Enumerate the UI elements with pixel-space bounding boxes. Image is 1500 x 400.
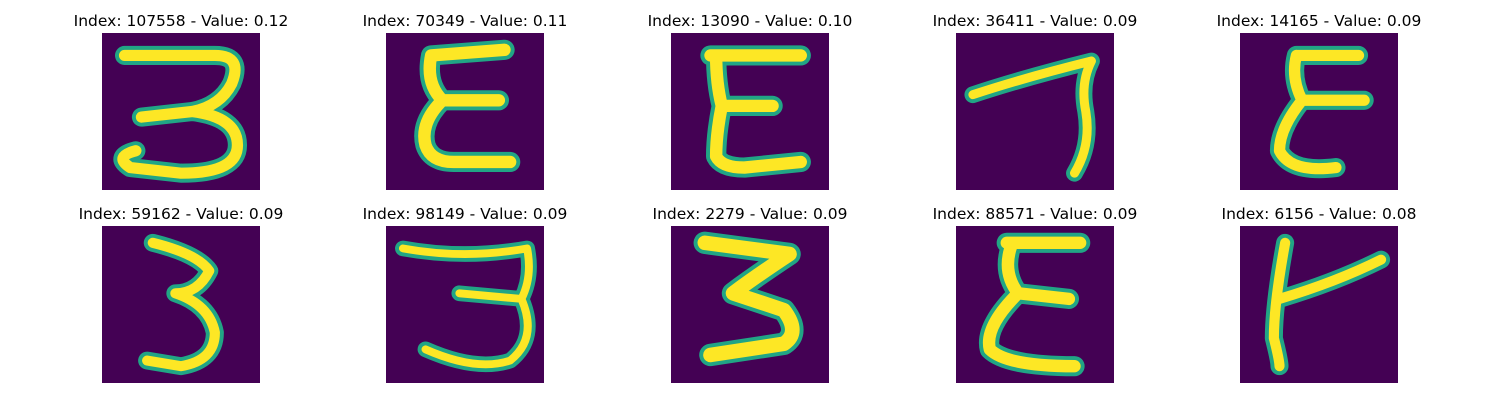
panel-title: Index: 107558 - Value: 0.12 bbox=[73, 12, 289, 30]
panel-8: Index: 2279 - Value: 0.09 bbox=[640, 204, 860, 383]
digit-image bbox=[956, 226, 1114, 383]
panel-title: Index: 59162 - Value: 0.09 bbox=[78, 205, 284, 223]
panel-9: Index: 88571 - Value: 0.09 bbox=[925, 204, 1145, 383]
panel-title: Index: 13090 - Value: 0.10 bbox=[647, 12, 853, 30]
panel-10: Index: 6156 - Value: 0.08 bbox=[1209, 204, 1429, 383]
panel-title: Index: 88571 - Value: 0.09 bbox=[932, 205, 1138, 223]
panel-title: Index: 2279 - Value: 0.09 bbox=[652, 205, 848, 223]
digit-image bbox=[102, 226, 260, 383]
panel-1: Index: 107558 - Value: 0.12 bbox=[71, 11, 291, 190]
panel-title: Index: 6156 - Value: 0.08 bbox=[1221, 205, 1417, 223]
panel-7: Index: 98149 - Value: 0.09 bbox=[355, 204, 575, 383]
panel-2: Index: 70349 - Value: 0.11 bbox=[355, 11, 575, 190]
digit-image bbox=[1240, 226, 1398, 383]
digit-image bbox=[386, 226, 544, 383]
digit-image bbox=[102, 33, 260, 190]
panel-5: Index: 14165 - Value: 0.09 bbox=[1209, 11, 1429, 190]
panel-4: Index: 36411 - Value: 0.09 bbox=[925, 11, 1145, 190]
panel-title: Index: 98149 - Value: 0.09 bbox=[362, 205, 568, 223]
panel-title: Index: 36411 - Value: 0.09 bbox=[932, 12, 1138, 30]
digit-image bbox=[386, 33, 544, 190]
panel-title: Index: 70349 - Value: 0.11 bbox=[362, 12, 568, 30]
panel-6: Index: 59162 - Value: 0.09 bbox=[71, 204, 291, 383]
digit-image bbox=[1240, 33, 1398, 190]
digit-image bbox=[671, 226, 829, 383]
digit-image bbox=[956, 33, 1114, 190]
panel-title: Index: 14165 - Value: 0.09 bbox=[1216, 12, 1422, 30]
digit-image bbox=[671, 33, 829, 190]
panel-3: Index: 13090 - Value: 0.10 bbox=[640, 11, 860, 190]
